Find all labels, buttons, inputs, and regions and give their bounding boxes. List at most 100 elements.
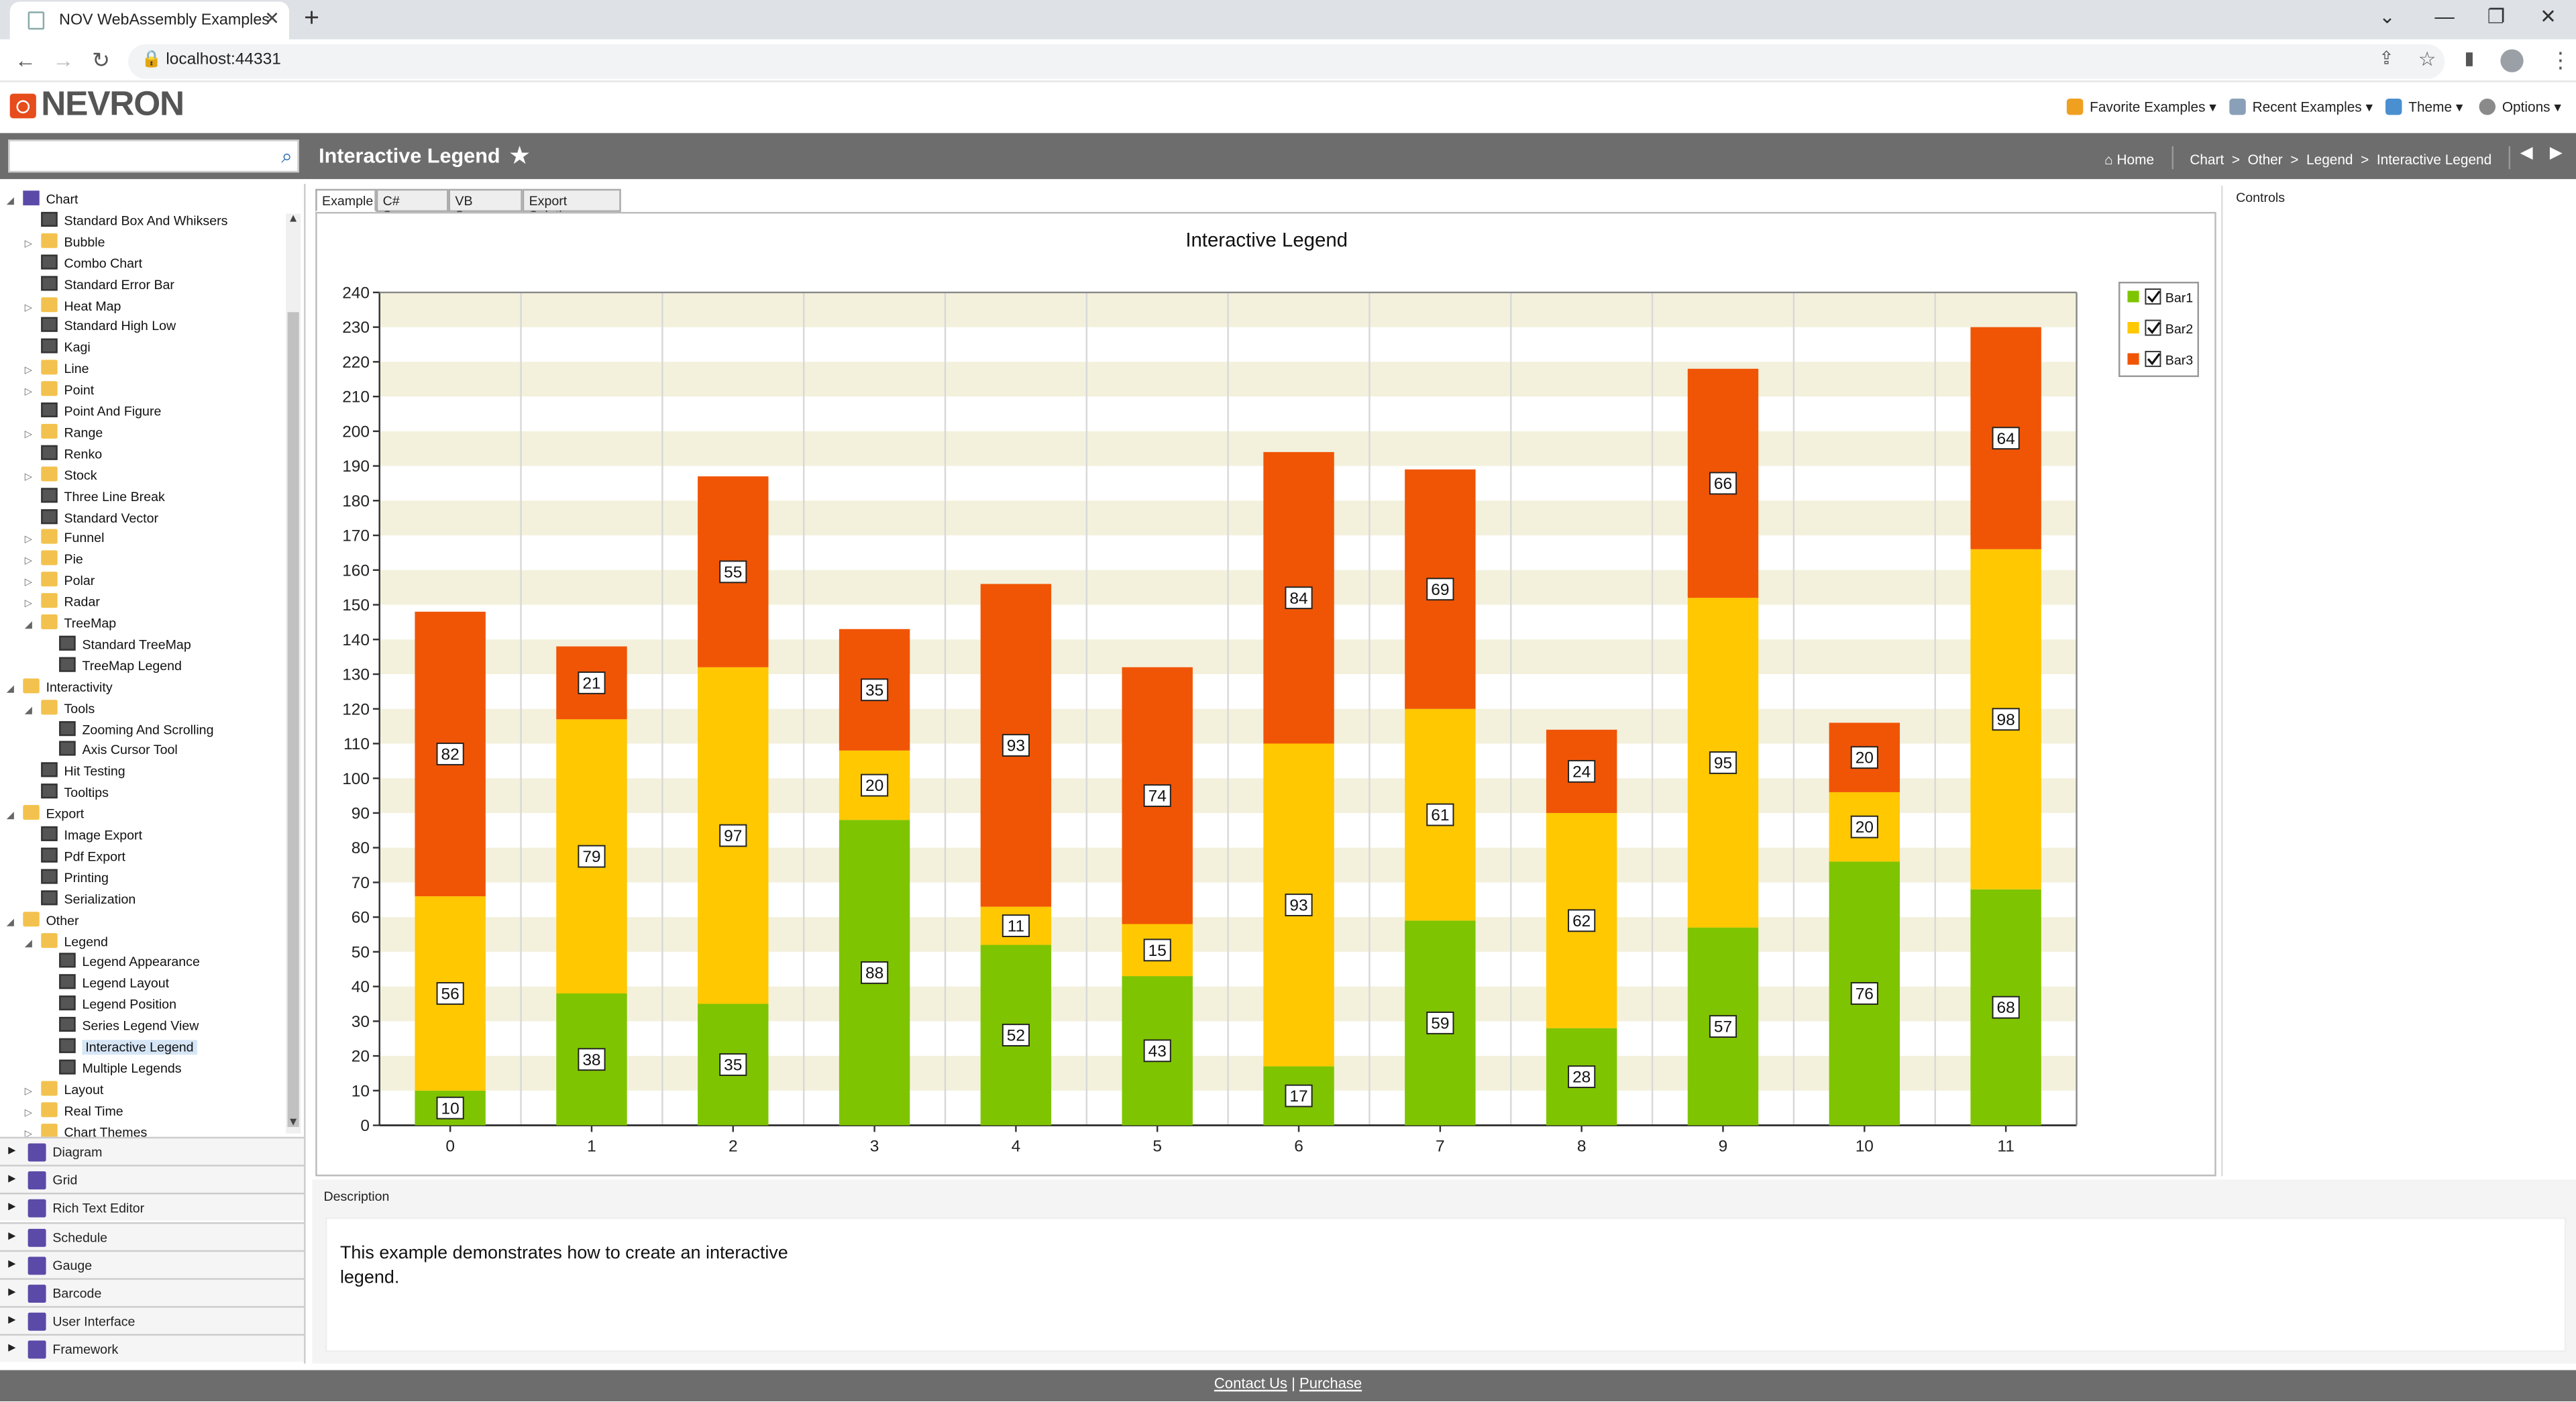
expanded-triangle-icon[interactable]: ◢: [6, 917, 15, 928]
tree-item[interactable]: Legend Appearance: [43, 953, 200, 975]
tree-item[interactable]: Pdf Export: [25, 847, 125, 869]
tree-item[interactable]: Legend Position: [43, 995, 176, 1018]
tree-item[interactable]: ▷ Line: [25, 360, 89, 382]
tree-item[interactable]: ◢ Export: [7, 805, 84, 826]
tree-item[interactable]: Serialization: [25, 889, 136, 912]
purchase-link[interactable]: Purchase: [1299, 1374, 1362, 1392]
next-example-icon[interactable]: ▶: [2549, 144, 2563, 163]
collapsed-triangle-icon[interactable]: ▷: [24, 1087, 33, 1097]
tree-item[interactable]: ▷ Bubble: [25, 233, 105, 254]
tree-item[interactable]: Axis Cursor Tool: [43, 741, 178, 763]
tree-item[interactable]: ▷ Point: [25, 381, 94, 402]
minimize-icon[interactable]: —: [2434, 5, 2455, 28]
tree-item[interactable]: Series Legend View: [43, 1017, 199, 1038]
contact-us-link[interactable]: Contact Us: [1214, 1374, 1287, 1392]
expanded-triangle-icon[interactable]: ◢: [6, 684, 15, 695]
tree-item[interactable]: ◢ Other: [7, 911, 79, 932]
tree-item[interactable]: Kagi: [25, 339, 91, 360]
search-input[interactable]: ⌕: [8, 140, 299, 173]
expand-triangle-icon[interactable]: ▶: [8, 1316, 16, 1326]
collapsed-triangle-icon[interactable]: ▷: [24, 1108, 33, 1119]
tree-item[interactable]: Multiple Legends: [43, 1059, 182, 1081]
tree-item[interactable]: Standard Error Bar: [25, 275, 174, 296]
tree-item[interactable]: ▷ Heat Map: [25, 296, 121, 318]
tree-item[interactable]: ◢ Tools: [25, 699, 95, 720]
tree-item[interactable]: Point And Figure: [25, 402, 161, 424]
tab-vb-source[interactable]: VB Source: [448, 188, 523, 223]
breadcrumb-home[interactable]: Home: [2116, 151, 2155, 168]
collapsed-triangle-icon[interactable]: ▷: [24, 430, 33, 441]
expanded-triangle-icon[interactable]: ◢: [6, 197, 15, 207]
home-icon[interactable]: ⌂: [2104, 151, 2113, 168]
legend-checkbox-bar1[interactable]: [2145, 288, 2161, 305]
tree-item[interactable]: ◢ Chart: [7, 191, 78, 212]
expanded-triangle-icon[interactable]: ◢: [24, 706, 33, 716]
recent-examples-menu[interactable]: Recent Examples ▾: [2229, 98, 2373, 117]
address-bar[interactable]: 🔒 localhost:44331: [128, 44, 2445, 79]
category-diagram[interactable]: ▶ Diagram: [0, 1136, 305, 1165]
collapsed-triangle-icon[interactable]: ▷: [24, 366, 33, 377]
side-panel-icon[interactable]: ▮: [2464, 49, 2475, 69]
tree-item[interactable]: ▷ Stock: [25, 466, 97, 488]
tree-item[interactable]: Image Export: [25, 826, 142, 848]
tree-item[interactable]: Standard Box And Whiksers: [25, 211, 228, 233]
tree-item[interactable]: TreeMap Legend: [43, 657, 182, 678]
expand-triangle-icon[interactable]: ▶: [8, 1259, 16, 1270]
tree-item[interactable]: Printing: [25, 869, 109, 890]
category-barcode[interactable]: ▶ Barcode: [0, 1278, 305, 1306]
expand-triangle-icon[interactable]: ▶: [8, 1175, 16, 1185]
tab-csharp-source[interactable]: C# Source: [376, 188, 449, 223]
tree-item[interactable]: Three Line Break: [25, 487, 165, 508]
category-framework[interactable]: ▶ Framework: [0, 1334, 305, 1363]
forward-icon[interactable]: →: [52, 48, 74, 72]
tree-item[interactable]: ▷ Chart Themes: [25, 1123, 147, 1137]
breadcrumb-item[interactable]: Legend: [2306, 151, 2353, 168]
expand-triangle-icon[interactable]: ▶: [8, 1288, 16, 1298]
expand-triangle-icon[interactable]: ▶: [8, 1203, 16, 1214]
tree-item[interactable]: Standard High Low: [25, 317, 176, 339]
tree-item[interactable]: ▷ Polar: [25, 572, 95, 594]
expanded-triangle-icon[interactable]: ◢: [24, 938, 33, 949]
scrollbar-thumb[interactable]: [287, 312, 299, 1128]
breadcrumb-item[interactable]: Interactive Legend: [2376, 151, 2492, 168]
collapsed-triangle-icon[interactable]: ▷: [24, 239, 33, 250]
theme-menu[interactable]: Theme ▾: [2385, 98, 2463, 117]
tree-item[interactable]: ◢ TreeMap: [25, 614, 116, 636]
browser-tab[interactable]: NOV WebAssembly Examples ✕: [9, 1, 290, 40]
favorite-star-icon[interactable]: ★: [510, 143, 529, 168]
expanded-triangle-icon[interactable]: ◢: [6, 812, 15, 822]
collapsed-triangle-icon[interactable]: ▷: [24, 303, 33, 313]
collapsed-triangle-icon[interactable]: ▷: [24, 600, 33, 610]
tree-item[interactable]: Combo Chart: [25, 254, 142, 276]
close-window-icon[interactable]: ✕: [2540, 5, 2557, 28]
search-icon[interactable]: ⌕: [281, 144, 292, 168]
tree-item[interactable]: ◢ Interactivity: [7, 678, 113, 700]
back-icon[interactable]: ←: [15, 48, 36, 72]
previous-example-icon[interactable]: ◀: [2520, 144, 2533, 163]
expand-triangle-icon[interactable]: ▶: [8, 1344, 16, 1354]
bookmark-star-icon[interactable]: ☆: [2418, 48, 2436, 71]
scroll-up-icon[interactable]: ▲: [287, 213, 299, 225]
tree-item[interactable]: ▷ Range: [24, 423, 103, 445]
breadcrumb-item[interactable]: Other: [2247, 151, 2283, 168]
tree-item[interactable]: Tooltips: [25, 784, 109, 806]
tree-item[interactable]: Renko: [25, 445, 102, 466]
tab-search-chevron-down-icon[interactable]: ⌄: [2379, 5, 2396, 28]
category-grid[interactable]: ▶ Grid: [0, 1165, 305, 1193]
tree-item[interactable]: ▷ Pie: [25, 551, 83, 572]
category-user-interface[interactable]: ▶ User Interface: [0, 1306, 305, 1335]
reload-icon[interactable]: ↻: [92, 48, 110, 72]
breadcrumb-item[interactable]: Chart: [2190, 151, 2224, 168]
tree-item[interactable]: ▷ Radar: [25, 593, 100, 614]
collapsed-triangle-icon[interactable]: ▷: [24, 472, 33, 483]
scroll-down-icon[interactable]: ▼: [287, 1117, 299, 1129]
expand-triangle-icon[interactable]: ▶: [8, 1231, 16, 1242]
tree-item[interactable]: ▷ Funnel: [25, 529, 104, 551]
new-tab-icon[interactable]: +: [304, 5, 319, 33]
tree-item[interactable]: Interactive Legend: [43, 1038, 197, 1060]
collapsed-triangle-icon[interactable]: ▷: [24, 557, 33, 568]
tree-item[interactable]: Standard Vector: [25, 508, 158, 530]
collapsed-triangle-icon[interactable]: ▷: [24, 578, 33, 589]
tree-item[interactable]: Zooming And Scrolling: [43, 720, 213, 742]
category-rich-text-editor[interactable]: ▶ Rich Text Editor: [0, 1193, 305, 1222]
